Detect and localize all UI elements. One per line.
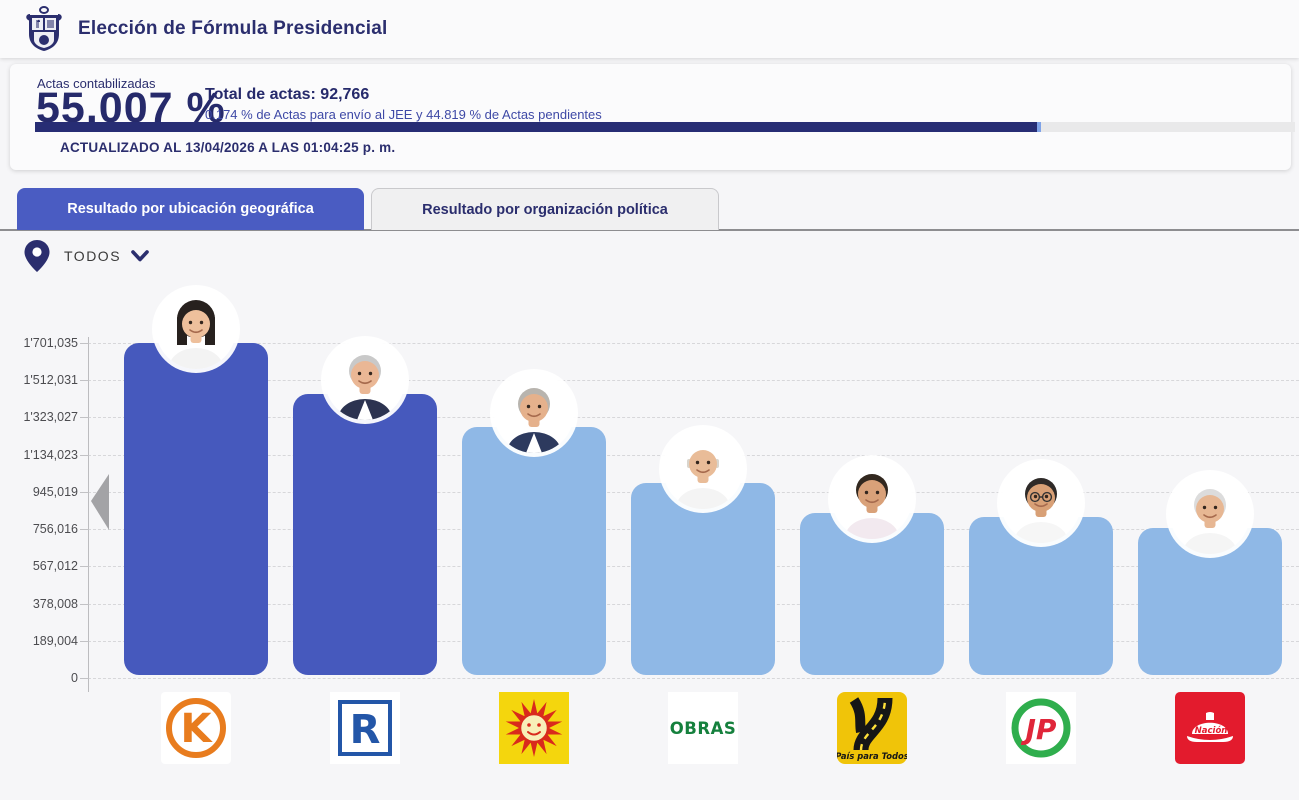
tab-resultado-organizacion-politica[interactable]: Resultado por organización política bbox=[371, 188, 719, 230]
party-logo-obras-green-text: OBRAS bbox=[668, 692, 738, 764]
axis-tick bbox=[80, 640, 89, 642]
svg-text:R: R bbox=[350, 707, 381, 753]
y-axis-tick-label: 189,004 bbox=[32, 633, 78, 648]
actas-contabilizadas-label: Actas contabilizadas bbox=[37, 76, 156, 91]
tab-label: Resultado por ubicación geográfica bbox=[67, 201, 314, 217]
location-filter-label: TODOS bbox=[64, 248, 122, 264]
candidate-photo-6 bbox=[1001, 462, 1081, 543]
candidate-photo-5 bbox=[832, 458, 912, 539]
axis-tick bbox=[80, 417, 89, 419]
candidate-bar-5[interactable] bbox=[800, 512, 944, 675]
party-logo-red-sun-yellow bbox=[499, 692, 569, 764]
actas-detail-text: 0.174 % de Actas para envío al JEE y 44.… bbox=[205, 107, 602, 122]
svg-text:JP: JP bbox=[1021, 713, 1057, 746]
party-logo-k-orange-circle: K bbox=[161, 692, 231, 764]
y-axis-line bbox=[88, 337, 89, 692]
svg-text:País para Todos: País para Todos bbox=[837, 751, 907, 761]
candidate-photo-1 bbox=[156, 289, 236, 369]
carousel-prev-arrow[interactable] bbox=[90, 474, 110, 530]
svg-text:OBRAS: OBRAS bbox=[670, 719, 736, 738]
chevron-down-icon bbox=[131, 250, 149, 262]
candidate-photo-2 bbox=[325, 340, 405, 420]
y-axis-tick-label: 1'701,035 bbox=[23, 336, 78, 350]
axis-tick bbox=[80, 454, 89, 456]
gridline bbox=[88, 417, 1299, 419]
map-pin-icon bbox=[24, 240, 50, 272]
candidate-photo-4 bbox=[663, 429, 743, 510]
candidate-photo-7 bbox=[1170, 473, 1250, 554]
party-logo-jp-green-circle: JP bbox=[1006, 692, 1076, 764]
axis-tick bbox=[80, 678, 89, 679]
party-logo-r-blue-square: R bbox=[330, 692, 400, 764]
y-axis-tick-label: 1'323,027 bbox=[23, 410, 78, 425]
svg-text:K: K bbox=[181, 706, 214, 752]
updated-timestamp: ACTUALIZADO AL 13/04/2026 A LAS 01:04:25… bbox=[60, 140, 396, 155]
y-axis-tick-label: 1'512,031 bbox=[23, 373, 78, 388]
total-actas-label: Total de actas: 92,766 bbox=[205, 86, 370, 103]
candidate-bar-1[interactable] bbox=[124, 343, 268, 675]
y-axis-tick-label: 945,019 bbox=[32, 484, 78, 499]
results-tabs: Resultado por ubicación geográfica Resul… bbox=[0, 188, 1299, 231]
location-filter-dropdown[interactable]: TODOS bbox=[0, 238, 400, 274]
summary-card: Actas contabilizadas 55.007 % Total de a… bbox=[10, 64, 1295, 170]
y-axis-tick-label: 567,012 bbox=[32, 559, 78, 574]
party-logo-nacion-red-hat: Nación bbox=[1175, 692, 1245, 764]
party-logo-road-yellow: País para Todos bbox=[837, 692, 907, 764]
actas-progress-bar bbox=[35, 122, 1295, 132]
y-axis-tick-label: 756,016 bbox=[32, 522, 78, 537]
candidate-bar-6[interactable] bbox=[969, 516, 1113, 675]
axis-tick bbox=[80, 380, 89, 382]
gridline bbox=[88, 678, 1299, 679]
gridline bbox=[88, 343, 1299, 344]
candidate-photo-3 bbox=[494, 373, 574, 454]
candidate-bar-3[interactable] bbox=[462, 427, 606, 675]
axis-tick bbox=[80, 603, 89, 605]
y-axis-tick-label: 1'134,023 bbox=[23, 447, 78, 462]
candidate-bar-4[interactable] bbox=[631, 483, 775, 675]
app-header: Elección de Fórmula Presidencial bbox=[0, 0, 1299, 58]
axis-tick bbox=[80, 343, 89, 344]
tab-resultado-ubicacion-geografica[interactable]: Resultado por ubicación geográfica bbox=[17, 188, 364, 230]
candidate-bar-2[interactable] bbox=[293, 394, 437, 675]
coat-of-arms-icon bbox=[26, 6, 62, 51]
page-title: Elección de Fórmula Presidencial bbox=[78, 18, 388, 39]
axis-tick bbox=[80, 491, 89, 493]
progress-fill bbox=[35, 122, 1037, 132]
y-axis-tick-label: 0 bbox=[71, 671, 78, 685]
svg-text:Nación: Nación bbox=[1195, 725, 1228, 736]
tab-label: Resultado por organización política bbox=[422, 201, 668, 218]
axis-tick bbox=[80, 566, 89, 568]
axis-tick bbox=[80, 529, 89, 531]
progress-sliver bbox=[1036, 122, 1042, 132]
y-axis-tick-label: 378,008 bbox=[32, 596, 78, 611]
gridline bbox=[88, 380, 1299, 382]
